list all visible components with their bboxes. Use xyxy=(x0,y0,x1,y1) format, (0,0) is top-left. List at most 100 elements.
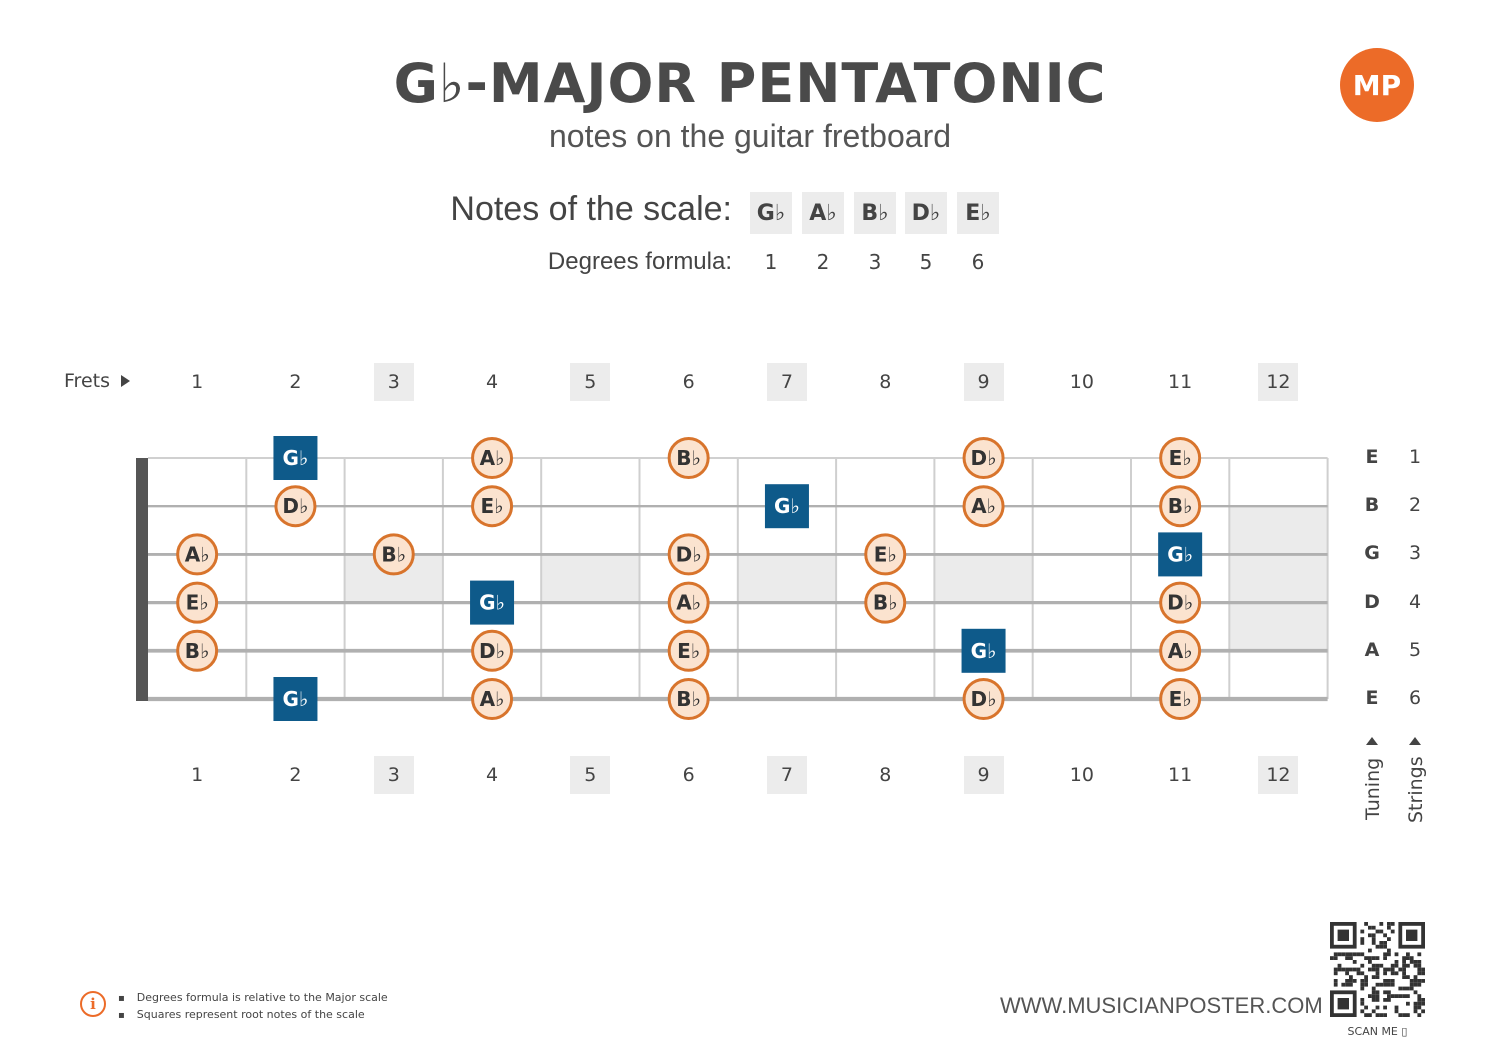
fret-number: 8 xyxy=(879,371,892,393)
nut xyxy=(136,458,148,701)
scale-note-marker: D♭ xyxy=(274,485,317,528)
scale-note-marker: A♭ xyxy=(471,678,514,720)
fret-number: 7 xyxy=(766,363,807,401)
root-note: G♭ xyxy=(961,628,1006,673)
strings-label: Strings xyxy=(1405,756,1427,823)
svg-text:B♭: B♭ xyxy=(1168,494,1193,518)
fret-number: 11 xyxy=(1168,371,1193,393)
scale-note: G♭ xyxy=(750,192,792,234)
phone-icon: ▯ xyxy=(1401,1025,1408,1038)
fret-number: 4 xyxy=(486,371,499,393)
string-number: 5 xyxy=(1408,638,1422,661)
svg-text:A♭: A♭ xyxy=(185,542,210,566)
fret-number: 8 xyxy=(879,764,892,786)
footnote: Squares represent root notes of the scal… xyxy=(118,1007,388,1024)
scale-note-marker: D♭ xyxy=(471,629,514,672)
scale-note-marker: B♭ xyxy=(176,629,219,672)
svg-text:B♭: B♭ xyxy=(676,446,701,470)
scale-note-marker: B♭ xyxy=(1159,485,1202,528)
svg-text:A♭: A♭ xyxy=(971,494,996,518)
svg-text:D♭: D♭ xyxy=(676,542,702,566)
root-note: G♭ xyxy=(273,677,318,721)
scale-note-marker: D♭ xyxy=(962,678,1005,720)
inlay xyxy=(737,554,837,603)
inlay xyxy=(541,554,640,603)
fret-number: 7 xyxy=(766,756,807,794)
scale-note-marker: A♭ xyxy=(962,485,1005,528)
svg-text:E♭: E♭ xyxy=(186,591,209,615)
fret-number: 11 xyxy=(1168,764,1193,786)
page-subtitle: notes on the guitar fretboard xyxy=(548,118,952,154)
scale-note: A♭ xyxy=(802,192,844,234)
svg-text:B♭: B♭ xyxy=(873,591,898,615)
string-number: 6 xyxy=(1408,687,1422,709)
fret-number: 12 xyxy=(1258,363,1299,401)
string-tuning: A xyxy=(1364,638,1380,661)
footnotes: Degrees formula is relative to the Major… xyxy=(118,990,388,1024)
logo: MP xyxy=(1340,48,1414,122)
svg-text:B♭: B♭ xyxy=(381,542,406,566)
scale-note-marker: A♭ xyxy=(667,581,710,624)
string-tuning: E xyxy=(1365,446,1379,468)
root-note: G♭ xyxy=(1158,532,1203,577)
fret-number: 10 xyxy=(1069,764,1094,786)
svg-text:D♭: D♭ xyxy=(1167,591,1193,615)
svg-text:D♭: D♭ xyxy=(282,494,308,518)
qr-code[interactable] xyxy=(1330,922,1425,1017)
fret-number: 6 xyxy=(682,764,695,786)
svg-text:E♭: E♭ xyxy=(1169,446,1192,470)
degree-number: 1 xyxy=(764,250,778,274)
fret-number: 2 xyxy=(289,371,302,393)
svg-text:A♭: A♭ xyxy=(676,591,701,615)
scale-note: D♭ xyxy=(905,192,947,234)
inlay xyxy=(934,554,1033,603)
svg-text:A♭: A♭ xyxy=(1168,639,1193,663)
fret-number: 1 xyxy=(191,371,204,393)
string-number: 4 xyxy=(1408,590,1422,613)
string-number: 2 xyxy=(1408,494,1422,517)
string-tuning: G xyxy=(1364,542,1380,565)
scale-note-marker: D♭ xyxy=(962,437,1005,479)
svg-text:A♭: A♭ xyxy=(480,446,505,470)
scale-note-marker: E♭ xyxy=(1159,437,1202,479)
fret-number: 3 xyxy=(373,363,414,401)
fret-number: 3 xyxy=(373,756,414,794)
root-note: G♭ xyxy=(764,484,809,529)
scale-note-marker: E♭ xyxy=(176,581,219,624)
scale-note-marker: D♭ xyxy=(1159,581,1202,624)
fret-number: 2 xyxy=(289,764,302,786)
degree-number: 3 xyxy=(868,250,882,274)
scale-note-marker: E♭ xyxy=(667,629,710,672)
fret-number: 9 xyxy=(963,756,1004,794)
inlay-double xyxy=(1229,506,1328,651)
strings-arrow-icon xyxy=(1409,737,1421,745)
degree-number: 5 xyxy=(919,250,933,274)
svg-text:G♭: G♭ xyxy=(1167,542,1193,566)
scale-note-marker: E♭ xyxy=(864,533,907,576)
string-tuning: E xyxy=(1365,687,1379,709)
scale-note-marker: A♭ xyxy=(1159,629,1202,672)
root-note: G♭ xyxy=(273,436,318,480)
fret-number: 1 xyxy=(191,764,204,786)
scale-note-marker: B♭ xyxy=(667,678,710,720)
fret-number: 10 xyxy=(1069,371,1094,393)
play-arrow-icon xyxy=(121,375,130,387)
scale-note-marker: D♭ xyxy=(667,533,710,576)
fret-number: 9 xyxy=(963,363,1004,401)
scale-note-marker: A♭ xyxy=(471,437,514,479)
scan-me-label: SCAN ME ▯ xyxy=(1347,1025,1408,1038)
frets-label: Frets xyxy=(64,370,110,392)
svg-text:B♭: B♭ xyxy=(676,687,701,711)
website-link[interactable]: WWW.MUSICIANPOSTER.COM xyxy=(1000,993,1323,1018)
svg-text:E♭: E♭ xyxy=(677,639,700,663)
tuning-label: Tuning xyxy=(1362,757,1384,820)
svg-text:E♭: E♭ xyxy=(1169,687,1192,711)
page-title: G♭-MAJOR PENTATONIC xyxy=(393,52,1107,115)
svg-text:G♭: G♭ xyxy=(971,639,997,663)
fret-number: 5 xyxy=(570,363,611,401)
scale-note-marker: A♭ xyxy=(176,533,219,576)
tuning-arrow-icon xyxy=(1366,737,1378,745)
fret-number: 6 xyxy=(682,371,695,393)
svg-text:G♭: G♭ xyxy=(283,446,309,470)
svg-text:E♭: E♭ xyxy=(874,542,897,566)
